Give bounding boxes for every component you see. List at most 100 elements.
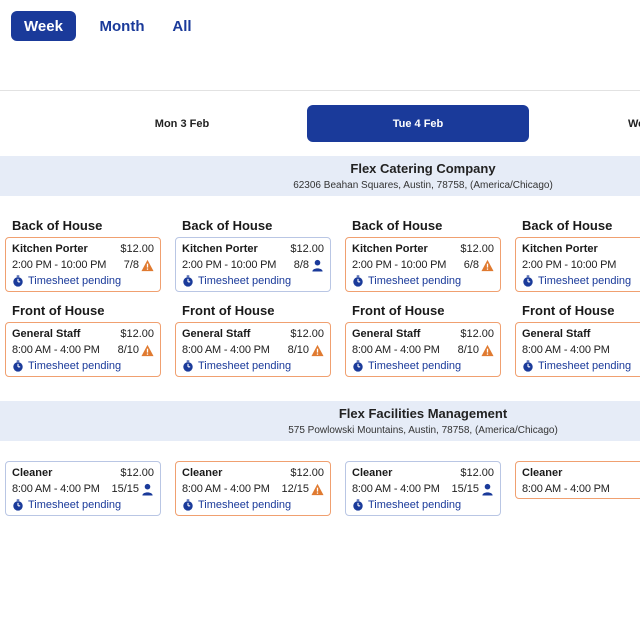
shift-price: $12.00 <box>290 243 324 255</box>
warning-icon <box>481 344 494 357</box>
tab-week[interactable]: Week <box>11 11 76 41</box>
shift-title: Kitchen Porter <box>12 243 88 255</box>
stopwatch-icon <box>182 275 194 287</box>
shift-fill-count: 7/8 <box>123 259 139 271</box>
timesheet-label: Timesheet pending <box>198 360 292 372</box>
shift-card[interactable]: Kitchen Porter $12.00 2:00 PM - 10:00 PM 6/… <box>345 237 501 292</box>
timesheet-status[interactable]: Timesheet pending <box>522 360 631 372</box>
section-front-of-house: Front of House <box>522 303 615 318</box>
shift-price: $12.00 <box>460 467 494 479</box>
shift-card[interactable]: General Staff $12.00 8:00 AM - 4:00 PM 8/10… <box>175 322 331 377</box>
shift-title: Kitchen Porter <box>352 243 428 255</box>
section-front-of-house: Front of House <box>12 303 105 318</box>
shift-fill-count: 15/15 <box>111 483 139 495</box>
shift-title: Kitchen Porter <box>522 243 598 255</box>
timesheet-label: Timesheet pending <box>538 360 632 372</box>
warning-icon <box>311 483 324 496</box>
timesheet-label: Timesheet pending <box>198 275 292 287</box>
shift-card[interactable]: Cleaner $12.00 8:00 AM - 4:00 PM 15/15 Times… <box>5 461 161 516</box>
timesheet-status[interactable]: Timesheet pending <box>352 360 461 372</box>
warning-icon <box>141 344 154 357</box>
shift-time: 8:00 AM - 4:00 PM <box>352 344 440 356</box>
warning-icon <box>141 259 154 272</box>
shift-time: 8:00 AM - 4:00 PM <box>522 344 610 356</box>
day-wed[interactable]: We <box>628 117 640 130</box>
timesheet-status[interactable]: Timesheet pending <box>182 360 291 372</box>
shift-title: General Staff <box>182 328 251 340</box>
timesheet-label: Timesheet pending <box>368 499 462 511</box>
stopwatch-icon <box>522 275 534 287</box>
shift-card[interactable]: Kitchen Porter $12.00 2:00 PM - 10:00 PM 7/… <box>5 237 161 292</box>
shift-time: 8:00 AM - 4:00 PM <box>12 483 100 495</box>
stopwatch-icon <box>352 275 364 287</box>
shift-card[interactable]: Cleaner$58:00 AM - 4:00 PM1/ <box>515 461 640 499</box>
shift-time: 8:00 AM - 4:00 PM <box>12 344 100 356</box>
shift-price: $12.00 <box>120 328 154 340</box>
shift-title: Cleaner <box>352 467 393 479</box>
venue-address: 62306 Beahan Squares, Austin, 78758, (Am… <box>293 180 553 191</box>
shift-price: $12.00 <box>460 328 494 340</box>
venue-header: Flex Facilities Management 575 Powlowski… <box>0 401 640 441</box>
stopwatch-icon <box>352 499 364 511</box>
shift-time: 8:00 AM - 4:00 PM <box>522 483 610 495</box>
timesheet-label: Timesheet pending <box>538 275 632 287</box>
shift-time: 2:00 PM - 10:00 PM <box>352 259 447 271</box>
shift-title: Cleaner <box>522 467 563 479</box>
header-divider <box>0 90 640 91</box>
timesheet-label: Timesheet pending <box>368 360 462 372</box>
shift-card[interactable]: General Staff$18:00 AM - 4:00 PM8/1Times… <box>515 322 640 377</box>
shift-price: $12.00 <box>120 467 154 479</box>
stopwatch-icon <box>12 275 24 287</box>
section-back-of-house: Back of House <box>12 218 103 233</box>
view-tabs: Week Month All <box>11 11 202 41</box>
timesheet-label: Timesheet pending <box>28 499 122 511</box>
warning-icon <box>311 344 324 357</box>
timesheet-status[interactable]: Timesheet pending <box>12 499 121 511</box>
shift-card[interactable]: Kitchen Porter$12:00 PM - 10:00 PM6/Time… <box>515 237 640 292</box>
tab-month[interactable]: Month <box>99 17 145 35</box>
shift-card[interactable]: Kitchen Porter $12.00 2:00 PM - 10:00 PM 8/… <box>175 237 331 292</box>
shift-title: General Staff <box>522 328 591 340</box>
shift-card[interactable]: General Staff $12.00 8:00 AM - 4:00 PM 8/10… <box>345 322 501 377</box>
timesheet-status[interactable]: Timesheet pending <box>182 499 291 511</box>
stopwatch-icon <box>12 360 24 372</box>
person-icon <box>141 483 154 496</box>
timesheet-status[interactable]: Timesheet pending <box>522 275 631 287</box>
timesheet-status[interactable]: Timesheet pending <box>352 275 461 287</box>
tab-all[interactable]: All <box>172 17 192 35</box>
timesheet-status[interactable]: Timesheet pending <box>352 499 461 511</box>
shift-title: General Staff <box>352 328 421 340</box>
warning-icon <box>481 259 494 272</box>
shift-price: $12.00 <box>120 243 154 255</box>
shift-fill-count: 12/15 <box>281 483 309 495</box>
timesheet-status[interactable]: Timesheet pending <box>182 275 291 287</box>
stopwatch-icon <box>182 360 194 372</box>
section-front-of-house: Front of House <box>182 303 275 318</box>
shift-time: 2:00 PM - 10:00 PM <box>522 259 617 271</box>
venue-name: Flex Catering Company <box>350 161 496 176</box>
stopwatch-icon <box>522 360 534 372</box>
shift-fill-count: 8/10 <box>457 344 479 356</box>
section-back-of-house: Back of House <box>522 218 613 233</box>
shift-card[interactable]: General Staff $12.00 8:00 AM - 4:00 PM 8/10… <box>5 322 161 377</box>
shift-time: 8:00 AM - 4:00 PM <box>182 483 270 495</box>
timesheet-status[interactable]: Timesheet pending <box>12 275 121 287</box>
section-front-of-house: Front of House <box>352 303 445 318</box>
shift-card[interactable]: Cleaner $12.00 8:00 AM - 4:00 PM 15/15 Times… <box>345 461 501 516</box>
day-mon[interactable]: Mon 3 Feb <box>154 117 210 130</box>
shift-title: Cleaner <box>12 467 53 479</box>
stopwatch-icon <box>12 499 24 511</box>
shift-title: Cleaner <box>182 467 223 479</box>
section-back-of-house: Back of House <box>352 218 443 233</box>
person-icon <box>481 483 494 496</box>
shift-fill-count: 8/10 <box>117 344 139 356</box>
shift-card[interactable]: Cleaner $12.00 8:00 AM - 4:00 PM 12/15 Times… <box>175 461 331 516</box>
day-tue[interactable]: Tue 4 Feb <box>307 105 529 142</box>
timesheet-status[interactable]: Timesheet pending <box>12 360 121 372</box>
venue-name: Flex Facilities Management <box>338 406 508 421</box>
shift-time: 2:00 PM - 10:00 PM <box>182 259 277 271</box>
shift-price: $12.00 <box>460 243 494 255</box>
timesheet-label: Timesheet pending <box>28 360 122 372</box>
day-selector: Mon 3 Feb Tue 4 Feb We <box>0 105 640 142</box>
shift-title: Kitchen Porter <box>182 243 258 255</box>
